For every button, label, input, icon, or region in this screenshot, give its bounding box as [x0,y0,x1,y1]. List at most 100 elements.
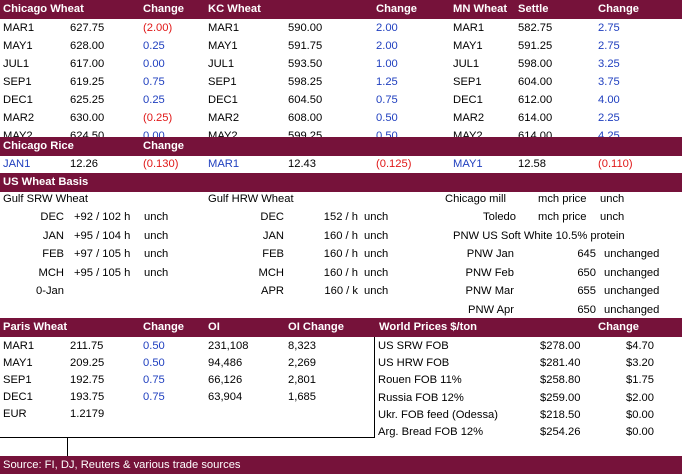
mn-change: 4.00 [598,94,620,106]
chicago-price: 628.00 [70,40,105,52]
eur-value: 1.2179 [70,408,105,420]
rice-change: (0.130) [143,158,179,170]
hrw-change: unch [364,211,389,223]
pnw-title: PNW US Soft White 10.5% protein [453,230,625,242]
hrw-basis: 160 / k [324,285,358,297]
futures-header [0,0,682,19]
chicago-price: 630.00 [70,112,105,124]
srw-basis: +95 / 105 h [74,266,131,279]
pnw-change: unchanged [604,303,660,316]
rice-price: 12.43 [288,158,316,170]
srw-basis: +95 / 104 h [74,229,131,242]
srw-change: unch [144,211,169,223]
source-footer: Source: FI, DJ, Reuters & various trade … [0,456,682,474]
toledo-price: mch price [538,211,587,223]
paris-oi-change-header: OI Change [288,321,344,333]
basis-header [0,173,682,192]
paris-oi-change: 1,685 [288,391,316,403]
world-left-border [374,337,375,437]
paris-oi: 63,904 [208,391,243,403]
paris-oi: 66,126 [208,374,243,386]
mn-month: SEP1 [453,76,482,88]
paris-change: 0.50 [143,340,165,352]
world-change-header: Change [598,321,640,333]
chicago-change: 0.25 [143,40,165,52]
chicago-mill-label: Chicago mill [445,193,506,205]
mn-change: 3.75 [598,76,620,88]
chicago-month: JUL1 [3,58,30,70]
paris-price: 192.75 [70,374,105,386]
world-change: $0.00 [626,408,654,421]
world-change: $0.00 [626,426,654,438]
rice-header [0,137,682,156]
paris-price: 193.75 [70,391,105,403]
chicago-price: 617.00 [70,58,105,70]
kc-change: 1.25 [376,76,398,88]
mn-settle: 582.75 [518,22,553,34]
rice-change: (0.125) [376,158,412,170]
mn-month: MAR2 [453,112,485,124]
paris-oi: 94,486 [208,357,243,369]
paris-month: MAY1 [3,357,33,369]
rice-price: 12.58 [518,158,546,170]
hrw-change: unch [364,248,389,260]
kc-month: MAY1 [208,40,238,52]
paris-price: 209.25 [70,357,105,369]
mn-settle: 598.00 [518,58,553,70]
paris-month: MAR1 [3,340,35,352]
world-change: $3.20 [626,357,654,370]
kc-month: JUL1 [208,58,235,70]
world-label: Ukr. FOB feed (Odessa) [378,408,498,421]
hrw-month: FEB [262,248,284,260]
chicago-change: 0.75 [143,76,165,88]
paris-month: DEC1 [3,391,33,403]
mn-change: 2.25 [598,112,620,124]
world-label: Arg. Bread FOB 12% [378,426,484,438]
kc-month: MAR2 [208,112,240,124]
hrw-title: Gulf HRW Wheat [208,193,294,205]
mn-change: 3.25 [598,58,620,70]
rice-change-header: Change [143,140,185,152]
rice-change: (0.110) [598,158,633,170]
pnw-value: 650 [577,303,596,316]
chicago-month: DEC1 [3,94,33,106]
kc-month: SEP1 [208,76,237,88]
mn-settle: 591.25 [518,40,553,52]
paris-change: 0.75 [143,374,165,386]
kc-price: 591.75 [288,40,323,52]
world-prices-header: World Prices $/ton [379,321,478,333]
world-price: $281.40 [540,357,581,370]
chicago-change-header: Change [143,3,185,15]
kc-price: 590.00 [288,22,323,34]
pnw-value: 645 [577,248,596,260]
srw-month: MCH [38,266,64,279]
mn-month: MAY1 [453,40,483,52]
mn-month: MAR1 [453,22,485,34]
paris-change: 0.50 [143,357,165,369]
paris-oi-header: OI [208,321,220,333]
kc-month: MAR1 [208,22,240,34]
world-price: $218.50 [540,408,581,421]
chicago-change: 0.00 [143,58,165,70]
kc-wheat-header: KC Wheat [208,3,261,15]
world-label: Rouen FOB 11% [378,374,462,387]
kc-price: 593.50 [288,58,323,70]
chicago-mill-price: mch price [538,193,587,205]
rice-month: JAN1 [3,158,31,170]
kc-change: 0.50 [376,112,398,124]
paris-oi-change: 2,801 [288,374,316,386]
hrw-change: unch [364,266,389,279]
paris-world-header [0,318,682,337]
rice-price: 12.26 [70,158,98,170]
paris-oi-change: 2,269 [288,357,316,369]
srw-change: unch [144,229,169,242]
paris-oi-change: 8,323 [288,340,316,352]
mn-month: DEC1 [453,94,483,106]
mn-change: 2.75 [598,22,620,34]
mn-wheat-header: MN Wheat [453,3,508,15]
mn-change: 2.75 [598,40,620,52]
chicago-price: 625.25 [70,94,105,106]
world-price: $278.00 [540,340,581,352]
paris-month: SEP1 [3,374,32,386]
chicago-change: 0.25 [143,94,165,106]
